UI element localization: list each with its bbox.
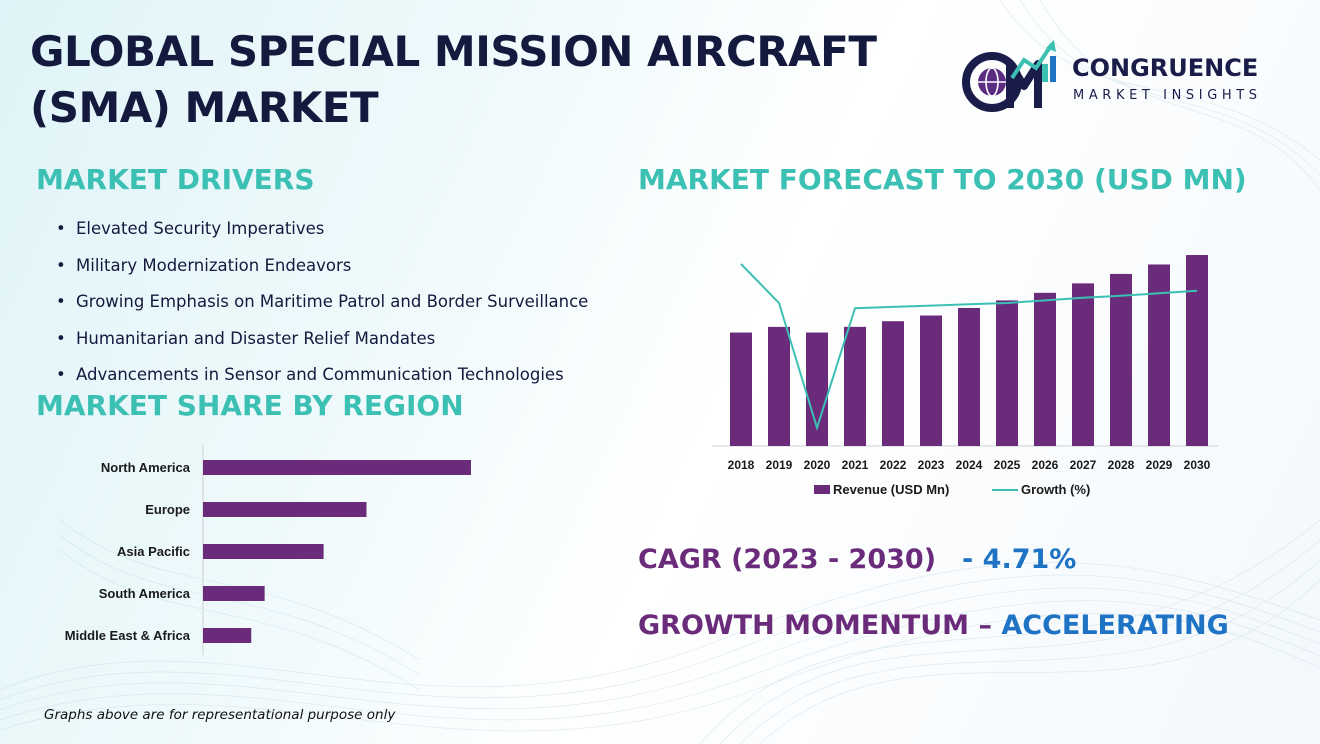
logo-tagline: MARKET INSIGHTS <box>1073 88 1262 103</box>
revenue-bar <box>1034 292 1056 446</box>
year-tick-label: 2030 <box>1184 458 1211 472</box>
year-tick-label: 2021 <box>842 458 869 472</box>
region-bar <box>203 586 265 601</box>
year-tick-label: 2019 <box>766 458 793 472</box>
revenue-bar <box>730 332 752 446</box>
logo-name: CONGRUENCE <box>1072 54 1259 82</box>
year-tick-label: 2022 <box>880 458 907 472</box>
region-label: South America <box>99 586 191 601</box>
revenue-bar <box>806 332 828 446</box>
driver-item: • Advancements in Sensor and Communicatio… <box>56 365 564 385</box>
revenue-bar <box>996 300 1018 446</box>
growth-momentum-value: ACCELERATING <box>1001 610 1229 641</box>
year-tick-label: 2026 <box>1032 458 1059 472</box>
revenue-bar <box>1072 283 1094 446</box>
region-bar <box>203 502 367 517</box>
cagr-value: - 4.71% <box>962 544 1077 575</box>
revenue-bar <box>920 315 942 446</box>
region-label: Middle East & Africa <box>65 628 191 643</box>
market-forecast-heading: MARKET FORECAST TO 2030 (USD MN) <box>638 163 1247 196</box>
cagr-label: CAGR (2023 - 2030) <box>638 544 937 575</box>
region-label: North America <box>101 460 191 475</box>
driver-item: • Military Modernization Endeavors <box>56 255 352 275</box>
year-tick-label: 2023 <box>918 458 945 472</box>
region-share-chart: North America Europe Asia Pacific South Ame… <box>65 445 471 655</box>
globe-cm-arrow-icon <box>962 40 1056 112</box>
legend-revenue-label: Revenue (USD Mn) <box>833 482 949 497</box>
footnote: Graphs above are for representational pu… <box>44 707 396 723</box>
market-drivers-heading: MARKET DRIVERS <box>36 163 315 196</box>
year-tick-label: 2018 <box>728 458 755 472</box>
region-label: Europe <box>145 502 190 517</box>
year-tick-label: 2025 <box>994 458 1021 472</box>
year-tick-label: 2029 <box>1146 458 1173 472</box>
region-bar <box>203 460 471 475</box>
year-tick-label: 2028 <box>1108 458 1135 472</box>
revenue-bar <box>958 307 980 446</box>
year-tick-label: 2024 <box>956 458 983 472</box>
growth-momentum-label: GROWTH MOMENTUM – <box>638 610 992 641</box>
region-bar <box>203 628 252 643</box>
revenue-bar <box>882 321 904 446</box>
cagr-metric: CAGR (2023 - 2030) - 4.71% <box>638 544 1076 575</box>
revenue-bar <box>844 326 866 446</box>
revenue-bar <box>1186 255 1208 446</box>
page-title: GLOBAL SPECIAL MISSION AIRCRAFT (SMA) MA… <box>30 24 877 136</box>
region-label: Asia Pacific <box>117 544 190 559</box>
driver-item: • Growing Emphasis on Maritime Patrol and… <box>56 292 589 312</box>
market-drivers-list: • Elevated Security Imperatives • Military… <box>56 216 588 399</box>
company-logo: CONGRUENCE MARKET INSIGHTS <box>962 38 1292 118</box>
region-bar <box>203 544 324 559</box>
revenue-bar <box>1148 264 1170 446</box>
driver-item: • Humanitarian and Disaster Relief Mandat… <box>56 328 436 348</box>
revenue-bar <box>768 326 790 446</box>
page-title-line-2: (SMA) MARKET <box>30 83 379 132</box>
market-share-heading: MARKET SHARE BY REGION <box>36 389 464 422</box>
driver-item: • Elevated Security Imperatives <box>56 219 325 238</box>
growth-line <box>740 263 1198 432</box>
year-tick-label: 2020 <box>804 458 831 472</box>
legend-growth-label: Growth (%) <box>1021 482 1090 497</box>
legend-revenue-swatch <box>814 485 830 494</box>
revenue-bar <box>1110 273 1132 446</box>
growth-momentum-metric: GROWTH MOMENTUM – ACCELERATING <box>638 610 1229 641</box>
market-forecast-chart: 2018 2019 2020 2021 2022 2023 2024 2025 2026 2027… <box>712 255 1218 497</box>
year-tick-label: 2027 <box>1070 458 1097 472</box>
page-title-line-1: GLOBAL SPECIAL MISSION AIRCRAFT <box>30 27 877 76</box>
